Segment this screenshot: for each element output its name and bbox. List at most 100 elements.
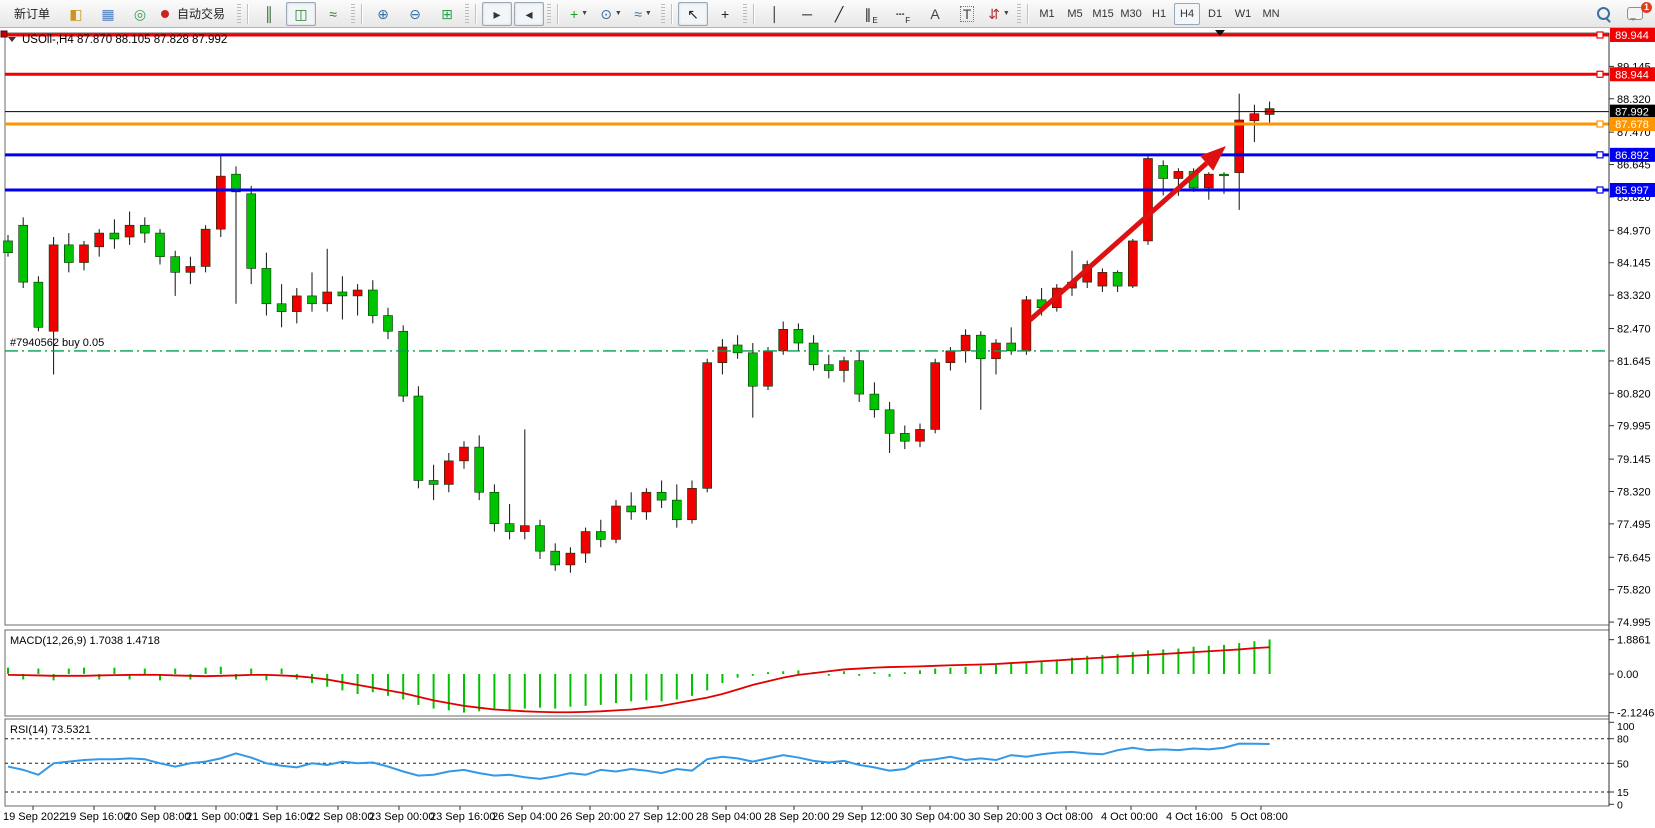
candle-body [261,268,272,305]
time-label: 27 Sep 12:00 [628,811,693,823]
candle-body [702,362,713,489]
line-handle[interactable] [1596,31,1604,39]
search-icon [1596,7,1610,20]
time-label: 21 Sep 16:00 [247,811,312,823]
timeframe-mn-button[interactable]: MN [1262,7,1280,20]
candle [915,423,925,448]
period-button[interactable]: ⊙ ▼ [596,2,626,26]
new-chart-button[interactable]: + ▼ [564,2,594,26]
price-tick-label: 75.820 [1617,585,1651,597]
time-label: 22 Sep 08:00 [308,811,373,823]
trendline-button[interactable]: ╱ [824,2,854,26]
fibonacci-button[interactable]: ┄ F [888,2,918,26]
arrows-button-dropdown-icon[interactable]: ▼ [1002,10,1010,17]
market-watch-icon[interactable]: ◧ [61,2,91,26]
chart-shift-button[interactable]: ◂ [514,1,545,26]
timeframe-d1-button[interactable]: D1 [1208,7,1223,20]
candle-body [170,256,180,273]
bar-chart-button[interactable]: ║ [254,2,284,26]
arrows-button[interactable]: ⇵ ▼ [984,2,1014,26]
vertical-line-button[interactable]: │ [760,2,790,26]
line-handle[interactable] [1596,120,1604,128]
scroll-to-end-glyph: ▸ [493,5,501,22]
horizontal-line-glyph: ─ [802,5,812,22]
data-window-icon[interactable]: ▦ [93,2,123,26]
trend-arrow-head[interactable] [1199,146,1226,171]
new-order-button[interactable]: 新订单 [5,2,59,26]
navigator-icon[interactable]: ◎ [125,2,155,26]
price-badge [1610,28,1655,42]
candle [1112,270,1123,292]
candle-body [854,360,865,395]
candle-body [307,295,317,305]
period-glyph: ⊙ [600,5,612,22]
line-handle[interactable] [1596,70,1604,78]
new-chart-button-dropdown-icon[interactable]: ▼ [581,10,589,17]
macd-axis-label: -2.1246 [1617,708,1654,720]
candlestick-chart-glyph: ◫ [294,5,308,22]
toolbar-separator [237,3,242,24]
price-tick-label: 88.320 [1617,94,1651,106]
macd-indicator [7,639,1271,714]
price-tick-label: 86.645 [1617,160,1651,172]
vertical-line-glyph: │ [770,5,780,22]
cursor-button[interactable]: ↖ [678,1,709,26]
indicator-window-button[interactable]: ≈ ▼ [628,2,658,26]
line-chart-button[interactable]: ≈ [318,2,348,26]
toolbar-separator [671,3,674,24]
candle-body [1021,299,1032,352]
corner-marker [0,30,8,38]
time-marker-icon [1215,30,1225,36]
candle [611,500,621,544]
candle-body [200,228,211,267]
candle [291,288,302,324]
text-label-button[interactable]: T [952,2,982,26]
timeframe-h4-button[interactable]: H4 [1174,2,1201,25]
zoom-out-button[interactable]: ⊖ [400,2,430,26]
horizontal-line-button[interactable]: ─ [792,2,822,26]
line-handle[interactable] [1596,186,1604,194]
candle [535,519,545,560]
candle-body [975,334,986,360]
price-chart: #7940562 buy 0.05 USOil-,H4 87.870 88.105… [0,28,1655,828]
toolbar-separator [557,3,560,24]
time-label: 23 Sep 16:00 [430,811,495,823]
candle-body [1097,272,1108,287]
timeframe-m5-button[interactable]: M5 [1067,7,1083,20]
time-label: 30 Sep 20:00 [968,811,1033,823]
channel-button[interactable]: ∥ E [856,2,886,26]
timeframe-w1-button[interactable]: W1 [1234,7,1252,20]
time-label: 3 Oct 08:00 [1036,811,1093,823]
candle-body [1234,119,1244,173]
timeframe-h1-button[interactable]: H1 [1152,7,1167,20]
indicator-window-button-dropdown-icon[interactable]: ▼ [644,10,652,17]
candle [565,547,576,573]
candle-body [276,303,287,312]
autotrading-button[interactable]: 自动交易 [157,2,234,26]
zoom-in-button[interactable]: ⊕ [368,2,398,26]
candle [778,321,789,355]
crosshair-button[interactable]: + [710,2,740,26]
timeframe-m1-button[interactable]: M1 [1039,7,1055,20]
time-label: 26 Sep 20:00 [560,811,625,823]
candle [671,484,682,528]
candle [261,252,272,316]
candle-body [656,491,667,501]
candlestick-chart-button[interactable]: ◫ [286,1,317,26]
period-button-dropdown-icon[interactable]: ▼ [614,10,622,17]
scroll-to-end-button[interactable]: ▸ [482,1,513,26]
notifications-button[interactable]: 1 [1620,1,1652,26]
symbol-dropdown-icon[interactable] [8,37,16,42]
trend-arrow-shaft[interactable] [1028,161,1209,322]
arrows-glyph: ⇵ [988,5,1000,22]
text-button[interactable]: A [920,2,950,26]
timeframe-m30-button[interactable]: M30 [1120,7,1142,20]
candle [383,307,393,340]
line-handle[interactable] [1596,151,1604,159]
timeframe-m15-button[interactable]: M15 [1092,7,1114,20]
tile-windows-button[interactable]: ⊞ [432,2,462,26]
search-button[interactable] [1588,2,1618,26]
toolbar-separator [247,3,250,24]
candle-body [79,244,89,263]
